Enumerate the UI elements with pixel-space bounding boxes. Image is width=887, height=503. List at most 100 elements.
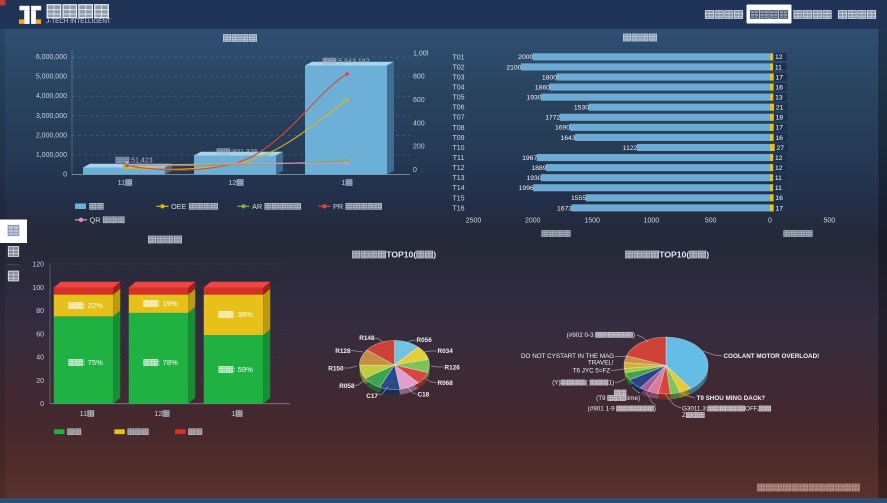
svg-text:2100: 2100 <box>506 64 521 71</box>
svg-text:27: 27 <box>777 145 785 152</box>
svg-text:R056: R056 <box>417 337 433 344</box>
svg-text::5,543,182: :5,543,182 <box>336 58 369 65</box>
svg-text:): ) <box>633 332 635 339</box>
svg-text:TOP10(: TOP10( <box>386 250 416 260</box>
svg-text:4,000,000: 4,000,000 <box>36 93 67 100</box>
svg-text:1643: 1643 <box>561 135 576 142</box>
svg-text:T9 SHOU MING DAOk?: T9 SHOU MING DAOk? <box>697 395 766 402</box>
svg-text:11: 11 <box>775 175 782 182</box>
svg-text:11: 11 <box>118 178 125 187</box>
svg-text:AR: AR <box>252 202 262 211</box>
svg-text:1690: 1690 <box>555 125 570 132</box>
svg-text:16: 16 <box>775 84 783 91</box>
svg-text:(Y): (Y) <box>552 380 560 387</box>
svg-text:2,000,000: 2,000,000 <box>36 132 67 139</box>
svg-text:OFF,: OFF, <box>745 406 759 413</box>
svg-text:time): time) <box>626 395 640 402</box>
svg-text:17: 17 <box>776 125 784 132</box>
svg-text:: 22%: : 22% <box>83 301 103 310</box>
svg-text:: 38%: : 38% <box>233 310 253 319</box>
svg-text:0: 0 <box>768 217 772 224</box>
svg-text::801,376: :801,376 <box>230 149 257 156</box>
svg-text:R150: R150 <box>328 365 344 372</box>
svg-text:17: 17 <box>776 205 784 212</box>
svg-text:T06: T06 <box>452 105 464 112</box>
svg-text:R068: R068 <box>438 380 454 387</box>
svg-text:800: 800 <box>413 74 425 81</box>
svg-text:80: 80 <box>36 308 44 315</box>
svg-text:T03: T03 <box>452 74 464 81</box>
svg-text:): ) <box>706 250 709 260</box>
svg-text:TOP10(: TOP10( <box>659 250 689 260</box>
svg-text:G3011.3:: G3011.3: <box>682 406 708 413</box>
svg-text:(#901 1-9: (#901 1-9 <box>588 406 615 413</box>
svg-text:: 75%: : 75% <box>83 358 103 367</box>
svg-text:(: ( <box>586 380 589 387</box>
svg-text:500: 500 <box>823 217 835 224</box>
svg-text:1996: 1996 <box>519 185 534 192</box>
svg-text:1500: 1500 <box>584 217 600 224</box>
svg-text:R126: R126 <box>445 364 461 371</box>
svg-text:: 19%: : 19% <box>158 299 178 308</box>
svg-text:T01: T01 <box>452 54 464 61</box>
svg-text:16: 16 <box>775 195 783 202</box>
svg-text:500: 500 <box>705 217 717 224</box>
svg-text:600: 600 <box>413 97 425 104</box>
svg-text:Z: Z <box>682 412 686 419</box>
svg-text:13: 13 <box>775 95 783 102</box>
svg-text:T04: T04 <box>452 85 464 92</box>
svg-text:17: 17 <box>776 74 784 81</box>
svg-text:DO NOT CYSTART IN THE MAG: DO NOT CYSTART IN THE MAG <box>521 353 614 360</box>
svg-text:(T9: (T9 <box>596 395 606 402</box>
svg-text:1): 1) <box>608 380 614 387</box>
svg-text:40: 40 <box>36 355 44 362</box>
svg-text:200: 200 <box>413 144 425 151</box>
svg-text:R058: R058 <box>339 383 355 390</box>
svg-text:12: 12 <box>775 155 783 162</box>
svg-text:1673: 1673 <box>557 205 572 212</box>
svg-text:0: 0 <box>413 167 417 174</box>
svg-text:60: 60 <box>36 331 44 338</box>
svg-text:12: 12 <box>154 409 162 418</box>
svg-text:1555: 1555 <box>571 195 586 202</box>
svg-text:1,000,000: 1,000,000 <box>36 152 67 159</box>
svg-text:0: 0 <box>40 401 44 408</box>
svg-text:1122: 1122 <box>623 145 638 152</box>
svg-text:2000: 2000 <box>518 54 533 61</box>
svg-text:1889: 1889 <box>531 165 546 172</box>
svg-text:11: 11 <box>80 409 87 418</box>
svg-text:R128: R128 <box>335 348 351 355</box>
svg-text:1967: 1967 <box>522 155 537 162</box>
svg-text:R148: R148 <box>359 335 375 342</box>
svg-text:T16: T16 <box>452 205 464 212</box>
svg-text:OEE: OEE <box>171 202 187 211</box>
svg-text:11: 11 <box>775 64 782 71</box>
svg-text:C17: C17 <box>366 393 378 400</box>
svg-text:): ) <box>654 406 656 413</box>
svg-text:100: 100 <box>32 285 44 292</box>
svg-text:1860: 1860 <box>535 84 550 91</box>
svg-text:400: 400 <box>413 120 425 127</box>
svg-text:T6 JYC 5=FZ: T6 JYC 5=FZ <box>573 368 611 375</box>
svg-text:0: 0 <box>63 171 67 178</box>
svg-text:11: 11 <box>775 185 782 192</box>
svg-text:1772: 1772 <box>545 115 560 122</box>
svg-text:T13: T13 <box>452 175 464 182</box>
svg-text:1800: 1800 <box>542 74 557 81</box>
svg-text:2500: 2500 <box>466 217 482 224</box>
svg-text:): ) <box>433 250 436 260</box>
svg-text:18: 18 <box>776 115 784 122</box>
svg-text:TRAVEL!: TRAVEL! <box>588 360 614 367</box>
svg-text:1,00l: 1,00l <box>413 50 429 57</box>
svg-text:T05: T05 <box>452 95 464 102</box>
svg-text:5,000,000: 5,000,000 <box>36 74 67 81</box>
svg-text:1000: 1000 <box>644 217 660 224</box>
svg-text:1930: 1930 <box>526 95 541 102</box>
svg-text:12: 12 <box>775 165 783 172</box>
svg-text:12: 12 <box>228 178 236 187</box>
svg-text:1530: 1530 <box>574 105 589 112</box>
svg-text:3,000,000: 3,000,000 <box>36 113 67 120</box>
svg-text:T02: T02 <box>452 64 464 71</box>
svg-text:QR: QR <box>90 215 101 224</box>
svg-text:T07: T07 <box>452 115 464 122</box>
